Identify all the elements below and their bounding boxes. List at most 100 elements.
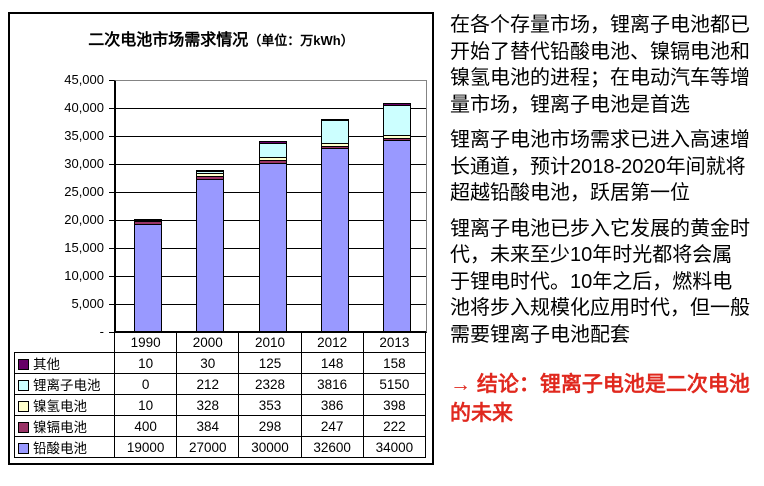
value-cell: 2328 — [238, 373, 302, 395]
stacked-bar-1990 — [134, 218, 163, 331]
stacked-bar-2012 — [320, 118, 349, 331]
gridline — [116, 136, 426, 137]
y-axis-tick-mark — [109, 164, 114, 165]
bar-segment-镍镉电池 — [321, 145, 348, 149]
value-cell: 34000 — [362, 436, 426, 458]
bar-segment-镍氢电池 — [197, 173, 224, 177]
value-cell: 3816 — [300, 373, 364, 395]
table-row: 锂离子电池 0 212 2328 3816 5150 — [14, 373, 426, 395]
table-row: 镍氢电池 10 328 353 386 398 — [14, 394, 426, 416]
table-corner-cell — [15, 333, 115, 353]
series-name: 铅酸电池 — [33, 441, 87, 456]
y-axis-tick-label: 20,000 — [64, 212, 104, 227]
bar-segment-其他 — [383, 104, 410, 106]
legend-swatch-icon — [18, 422, 29, 433]
y-axis-tick-label: 45,000 — [64, 72, 104, 87]
bar-segment-铅酸电池 — [383, 140, 410, 331]
bar-segment-锂离子电池 — [321, 120, 348, 143]
value-cell: 10 — [113, 352, 178, 374]
series-name: 其他 — [33, 357, 60, 372]
y-axis-tick-mark — [109, 136, 114, 137]
table-header-row: 1990 2000 2010 2012 2013 — [15, 332, 426, 353]
bar-segment-镍氢电池 — [321, 142, 348, 146]
series-name: 镍氢电池 — [33, 399, 87, 414]
y-axis-tick-label: - — [99, 324, 104, 339]
series-label-cell: 镍镉电池 — [14, 415, 115, 437]
series-label-cell: 其他 — [14, 352, 115, 374]
value-cell: 158 — [362, 352, 426, 374]
stacked-bar-2010 — [258, 141, 287, 331]
bar-segment-锂离子电池 — [383, 105, 410, 135]
data-table: 1990 2000 2010 2012 2013 其他 10 30 125 148 158 锂离子电池… — [14, 332, 426, 458]
y-axis-tick-mark — [109, 192, 114, 193]
series-name: 锂离子电池 — [33, 378, 101, 393]
value-cell: 400 — [113, 415, 178, 437]
y-axis-tick-mark — [109, 304, 114, 305]
value-cell: 125 — [238, 352, 302, 374]
legend-swatch-icon — [18, 359, 29, 370]
y-axis-tick-mark — [109, 80, 114, 81]
y-axis: 45,000 40,000 35,000 30,000 25,000 20,000 15,0… — [10, 14, 114, 463]
y-axis-tick-mark — [109, 108, 114, 109]
bar-segment-镍镉电池 — [135, 220, 162, 225]
y-axis-tick-label: 25,000 — [64, 184, 104, 199]
chart-title: 二次电池市场需求情况（单位：万kWh） — [10, 26, 432, 50]
value-cell: 5150 — [362, 373, 426, 395]
plot-area — [114, 80, 427, 333]
year-header-cell: 2000 — [176, 332, 240, 353]
year-header-cell: 2013 — [362, 332, 426, 353]
conclusion-text: → 结论：锂离子电池是二次电池的未来 — [450, 373, 750, 425]
year-header-cell: 2012 — [300, 332, 364, 353]
value-cell: 398 — [362, 394, 426, 416]
value-cell: 10 — [113, 394, 178, 416]
value-cell: 353 — [238, 394, 302, 416]
value-cell: 386 — [300, 394, 364, 416]
y-axis-tick-label: 40,000 — [64, 100, 104, 115]
stacked-bar-2013 — [382, 103, 411, 331]
gridline — [116, 108, 426, 109]
chart-panel: 二次电池市场需求情况（单位：万kWh） 45,000 40,000 35,000 30… — [8, 12, 434, 465]
value-cell: 30 — [176, 352, 240, 374]
bar-segment-其他 — [321, 119, 348, 121]
y-axis-tick-label: 10,000 — [64, 268, 104, 283]
bar-segment-镍镉电池 — [259, 160, 286, 163]
bar-segment-镍镉电池 — [383, 138, 410, 141]
value-cell: 27000 — [176, 436, 240, 458]
chart-title-main: 二次电池市场需求情况 — [88, 32, 249, 49]
value-cell: 298 — [238, 415, 302, 437]
bar-segment-铅酸电池 — [321, 148, 348, 331]
bar-segment-锂离子电池 — [259, 143, 286, 158]
commentary-panel: 在各个存量市场，锂离子电池都已开始了替代铅酸电池、镍镉电池和镍氢电池的进程；在电… — [450, 12, 750, 437]
table-row: 镍镉电池 400 384 298 247 222 — [14, 415, 426, 437]
bar-segment-镍氢电池 — [259, 157, 286, 161]
y-axis-tick-mark — [109, 332, 114, 333]
value-cell: 30000 — [238, 436, 302, 458]
value-cell: 247 — [300, 415, 364, 437]
value-cell: 384 — [176, 415, 240, 437]
series-label-cell: 锂离子电池 — [14, 373, 115, 395]
bar-segment-铅酸电池 — [259, 162, 286, 331]
value-cell: 19000 — [113, 436, 178, 458]
commentary-paragraph-1: 在各个存量市场，锂离子电池都已开始了替代铅酸电池、镍镉电池和镍氢电池的进程；在电… — [450, 14, 750, 116]
value-cell: 212 — [176, 373, 240, 395]
commentary-paragraph-3: 锂离子电池已步入它发展的黄金时代，未来至少10年时光都将会属于锂电时代。10年之… — [450, 217, 750, 346]
bar-segment-铅酸电池 — [135, 224, 162, 331]
y-axis-tick-label: 30,000 — [64, 156, 104, 171]
table-row: 铅酸电池 19000 27000 30000 32600 34000 — [14, 436, 426, 458]
bar-segment-镍氢电池 — [135, 219, 162, 221]
year-header-cell: 1990 — [113, 332, 178, 353]
value-cell: 328 — [176, 394, 240, 416]
y-axis-tick-label: 15,000 — [64, 240, 104, 255]
legend-swatch-icon — [18, 443, 29, 454]
value-cell: 222 — [362, 415, 426, 437]
value-cell: 148 — [300, 352, 364, 374]
year-header-cell: 2010 — [238, 332, 302, 353]
value-cell: 0 — [113, 373, 178, 395]
series-name: 镍镉电池 — [33, 420, 87, 435]
series-label-cell: 铅酸电池 — [14, 436, 115, 458]
bar-segment-其他 — [259, 142, 286, 144]
legend-swatch-icon — [18, 401, 29, 412]
table-row: 其他 10 30 125 148 158 — [14, 352, 426, 374]
bar-segment-镍氢电池 — [383, 134, 410, 139]
y-axis-tick-mark — [109, 220, 114, 221]
